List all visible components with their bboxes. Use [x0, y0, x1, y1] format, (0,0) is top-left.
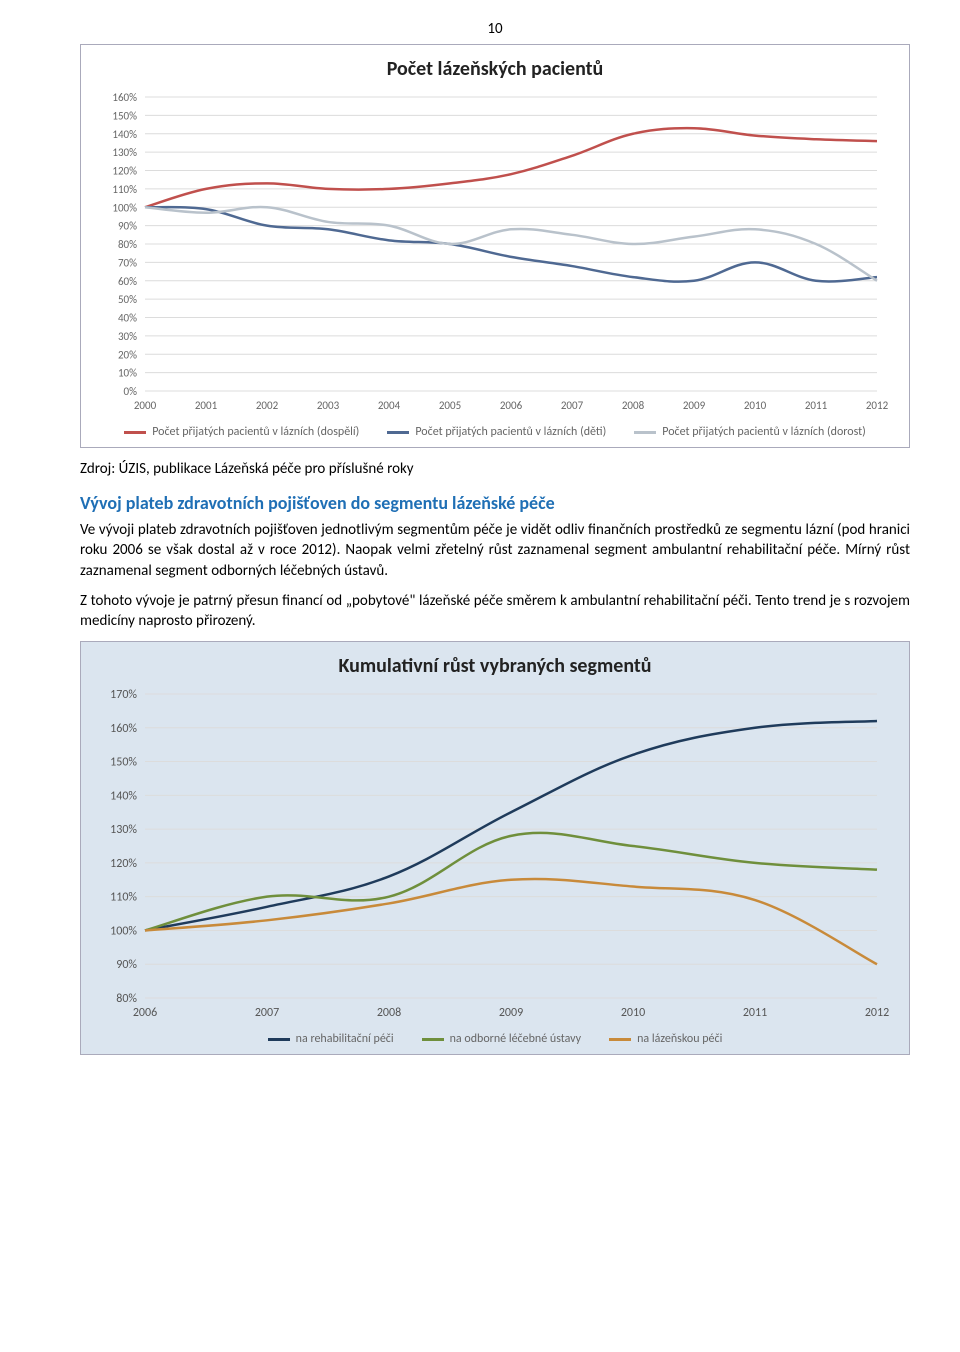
- svg-text:60%: 60%: [118, 275, 137, 288]
- svg-text:2012: 2012: [865, 1006, 889, 1020]
- svg-text:100%: 100%: [112, 201, 137, 214]
- svg-text:2011: 2011: [743, 1006, 767, 1020]
- svg-text:80%: 80%: [118, 238, 137, 251]
- svg-text:140%: 140%: [112, 128, 137, 141]
- svg-text:130%: 130%: [110, 823, 137, 837]
- svg-text:40%: 40%: [118, 312, 137, 325]
- svg-text:170%: 170%: [110, 688, 137, 702]
- legend-label: na odborné léčebné ústavy: [450, 1032, 581, 1046]
- svg-text:50%: 50%: [118, 293, 137, 306]
- body-text: Ve vývoji plateb zdravotních pojišťoven …: [80, 520, 910, 631]
- svg-text:20%: 20%: [118, 348, 137, 361]
- svg-text:110%: 110%: [112, 183, 137, 196]
- svg-text:2012: 2012: [866, 399, 889, 412]
- page-number: 10: [80, 20, 910, 38]
- chart-cumulative-growth: Kumulativní růst vybraných segmentů 80% 9…: [80, 641, 910, 1055]
- svg-text:2011: 2011: [805, 399, 828, 412]
- svg-text:30%: 30%: [118, 330, 137, 343]
- legend-item: na lázeňskou péči: [609, 1032, 722, 1046]
- svg-text:150%: 150%: [112, 109, 137, 122]
- svg-text:140%: 140%: [110, 790, 137, 804]
- chart2-plot: 80% 90% 100% 110% 120% 130% 140% 150% 160% 170% 20…: [91, 686, 899, 1026]
- svg-text:2007: 2007: [561, 399, 584, 412]
- svg-text:160%: 160%: [112, 91, 137, 104]
- svg-text:2008: 2008: [622, 399, 645, 412]
- chart1-legend: Počet přijatých pacientů v lázních (dosp…: [91, 419, 899, 441]
- svg-text:2007: 2007: [255, 1006, 279, 1020]
- svg-text:2001: 2001: [195, 399, 218, 412]
- svg-text:2006: 2006: [133, 1006, 157, 1020]
- legend-item: Počet přijatých pacientů v lázních (dosp…: [124, 425, 359, 439]
- svg-text:2010: 2010: [621, 1006, 645, 1020]
- svg-text:2006: 2006: [500, 399, 523, 412]
- svg-text:120%: 120%: [112, 165, 137, 178]
- chart2-legend: na rehabilitační péči na odborné léčebné …: [91, 1026, 899, 1048]
- legend-swatch: [634, 431, 656, 434]
- legend-swatch: [422, 1038, 444, 1041]
- svg-text:2000: 2000: [134, 399, 157, 412]
- legend-label: Počet přijatých pacientů v lázních (děti…: [415, 425, 606, 439]
- chart1-title: Počet lázeňských pacientů: [91, 57, 899, 81]
- svg-text:2003: 2003: [317, 399, 340, 412]
- legend-label: na lázeňskou péči: [637, 1032, 722, 1046]
- svg-text:2009: 2009: [499, 1006, 523, 1020]
- chart-patients: Počet lázeňských pacientů 0% 10% 20% 30% 40%…: [80, 44, 910, 448]
- svg-text:90%: 90%: [116, 958, 137, 972]
- svg-text:2002: 2002: [256, 399, 279, 412]
- legend-item: na rehabilitační péči: [268, 1032, 394, 1046]
- svg-text:10%: 10%: [118, 367, 137, 380]
- legend-label: na rehabilitační péči: [296, 1032, 394, 1046]
- paragraph-2: Z tohoto vývoje je patrný přesun financí…: [80, 591, 910, 632]
- svg-text:2005: 2005: [439, 399, 461, 412]
- svg-text:80%: 80%: [116, 992, 137, 1006]
- chart2-title: Kumulativní růst vybraných segmentů: [91, 654, 899, 678]
- svg-text:70%: 70%: [118, 256, 137, 269]
- section-heading: Vývoj plateb zdravotních pojišťoven do s…: [80, 492, 910, 514]
- legend-item: Počet přijatých pacientů v lázních (děti…: [387, 425, 606, 439]
- svg-text:150%: 150%: [110, 756, 137, 770]
- svg-text:2004: 2004: [378, 399, 401, 412]
- svg-text:130%: 130%: [112, 146, 137, 159]
- svg-text:2009: 2009: [683, 399, 706, 412]
- legend-label: Počet přijatých pacientů v lázních (dosp…: [152, 425, 359, 439]
- svg-text:110%: 110%: [110, 891, 137, 905]
- svg-text:2008: 2008: [377, 1006, 401, 1020]
- paragraph-1: Ve vývoji plateb zdravotních pojišťoven …: [80, 520, 910, 581]
- legend-label: Počet přijatých pacientů v lázních (doro…: [662, 425, 866, 439]
- svg-text:2010: 2010: [744, 399, 767, 412]
- legend-item: na odborné léčebné ústavy: [422, 1032, 581, 1046]
- legend-swatch: [387, 431, 409, 434]
- source-line: Zdroj: ÚZIS, publikace Lázeňská péče pro…: [80, 460, 910, 478]
- chart1-plot: 0% 10% 20% 30% 40% 50% 60% 70% 80% 90% 100% 110% 120…: [91, 89, 899, 419]
- legend-swatch: [268, 1038, 290, 1041]
- legend-swatch: [124, 431, 146, 434]
- svg-text:100%: 100%: [110, 925, 137, 939]
- legend-item: Počet přijatých pacientů v lázních (doro…: [634, 425, 866, 439]
- svg-text:0%: 0%: [124, 385, 138, 398]
- svg-text:90%: 90%: [118, 220, 137, 233]
- legend-swatch: [609, 1038, 631, 1041]
- svg-text:120%: 120%: [110, 857, 137, 871]
- svg-text:160%: 160%: [110, 722, 137, 736]
